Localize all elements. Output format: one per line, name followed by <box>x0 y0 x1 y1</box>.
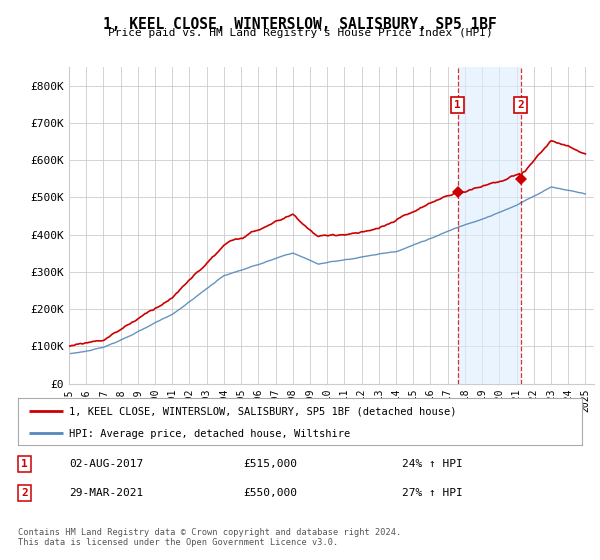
Text: £550,000: £550,000 <box>244 488 298 498</box>
Bar <box>458 67 521 384</box>
Text: 1: 1 <box>22 459 28 469</box>
Text: 1, KEEL CLOSE, WINTERSLOW, SALISBURY, SP5 1BF: 1, KEEL CLOSE, WINTERSLOW, SALISBURY, SP… <box>103 17 497 32</box>
Text: 1: 1 <box>454 100 461 110</box>
Text: 24% ↑ HPI: 24% ↑ HPI <box>401 459 462 469</box>
Text: HPI: Average price, detached house, Wiltshire: HPI: Average price, detached house, Wilt… <box>69 430 350 439</box>
Text: £515,000: £515,000 <box>244 459 298 469</box>
Text: 2: 2 <box>517 100 524 110</box>
Text: 27% ↑ HPI: 27% ↑ HPI <box>401 488 462 498</box>
Text: Contains HM Land Registry data © Crown copyright and database right 2024.
This d: Contains HM Land Registry data © Crown c… <box>18 528 401 547</box>
Text: 1, KEEL CLOSE, WINTERSLOW, SALISBURY, SP5 1BF (detached house): 1, KEEL CLOSE, WINTERSLOW, SALISBURY, SP… <box>69 407 456 417</box>
Text: Price paid vs. HM Land Registry's House Price Index (HPI): Price paid vs. HM Land Registry's House … <box>107 28 493 38</box>
Text: 02-AUG-2017: 02-AUG-2017 <box>69 459 143 469</box>
Text: 29-MAR-2021: 29-MAR-2021 <box>69 488 143 498</box>
Text: 2: 2 <box>22 488 28 498</box>
